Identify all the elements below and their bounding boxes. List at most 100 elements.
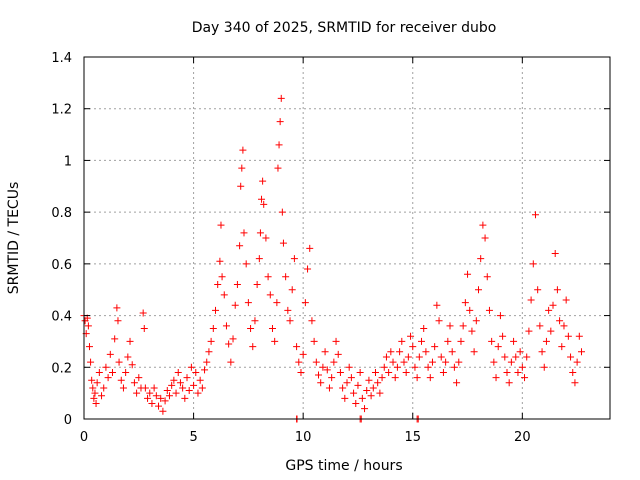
data-point	[328, 374, 336, 382]
data-point	[358, 394, 366, 402]
data-point	[365, 376, 373, 384]
data-point	[262, 234, 270, 242]
data-point	[323, 366, 331, 374]
data-point	[459, 322, 467, 330]
data-point	[347, 374, 355, 382]
data-point	[435, 317, 443, 325]
data-point	[203, 358, 211, 366]
data-point	[507, 358, 515, 366]
data-point	[356, 368, 364, 376]
data-point	[345, 363, 353, 371]
data-point	[501, 353, 509, 361]
data-point	[297, 368, 305, 376]
data-point	[466, 306, 474, 314]
data-point	[529, 260, 537, 268]
data-point	[266, 291, 274, 299]
data-point	[183, 374, 191, 382]
data-point	[516, 348, 524, 356]
data-point	[276, 118, 284, 126]
data-point	[315, 371, 323, 379]
data-point	[238, 164, 246, 172]
data-point	[135, 374, 143, 382]
data-point	[573, 358, 581, 366]
data-point	[165, 392, 173, 400]
data-point	[531, 211, 539, 219]
data-point	[196, 376, 204, 384]
data-point	[343, 379, 351, 387]
data-point	[239, 146, 247, 154]
grid	[84, 57, 610, 419]
data-point	[100, 384, 108, 392]
data-point	[150, 384, 158, 392]
data-point	[163, 387, 171, 395]
data-point	[237, 182, 245, 190]
data-point	[179, 384, 187, 392]
data-point	[483, 273, 491, 281]
data-point	[216, 257, 224, 265]
y-tick-label: 1.2	[51, 103, 72, 118]
data-point	[578, 348, 586, 356]
data-point	[494, 343, 502, 351]
data-point	[341, 394, 349, 402]
data-point	[89, 384, 97, 392]
data-point	[119, 384, 127, 392]
data-point	[240, 229, 248, 237]
data-point	[104, 374, 112, 382]
data-point	[117, 376, 125, 384]
data-points	[80, 94, 586, 423]
data-point	[380, 363, 388, 371]
y-tick-label: 0	[64, 413, 72, 428]
data-point	[317, 379, 325, 387]
data-point	[174, 368, 182, 376]
data-point	[259, 177, 267, 185]
data-point	[194, 389, 202, 397]
data-point	[251, 317, 259, 325]
data-point	[139, 309, 147, 317]
data-point	[505, 379, 513, 387]
data-point	[258, 195, 266, 203]
data-point	[479, 221, 487, 229]
data-point	[424, 363, 432, 371]
data-point	[102, 363, 110, 371]
data-point	[152, 392, 160, 400]
data-point	[332, 337, 340, 345]
x-tick-label: 5	[189, 430, 197, 445]
data-point	[260, 200, 268, 208]
data-point	[564, 332, 572, 340]
data-point	[571, 379, 579, 387]
data-point	[350, 389, 358, 397]
data-point	[290, 255, 298, 263]
y-axis-title: SRMTID / TECUs	[6, 182, 22, 295]
data-point	[536, 322, 544, 330]
y-tick-label: 1.4	[51, 51, 72, 66]
x-tick-label: 20	[514, 430, 531, 445]
data-point	[128, 361, 136, 369]
data-point	[146, 389, 154, 397]
data-point	[481, 234, 489, 242]
data-point	[140, 325, 148, 332]
data-point	[496, 312, 504, 320]
data-point	[371, 368, 379, 376]
data-point	[455, 358, 463, 366]
data-point	[277, 94, 285, 102]
data-point	[485, 306, 493, 314]
plot-frame	[83, 56, 611, 420]
data-point	[549, 301, 557, 309]
data-point	[111, 335, 119, 343]
y-tick-label: 0.6	[51, 258, 72, 273]
data-point	[518, 363, 526, 371]
data-point	[363, 387, 371, 395]
data-point	[545, 306, 553, 314]
data-point	[141, 384, 149, 392]
data-point	[181, 394, 189, 402]
data-point	[492, 374, 500, 382]
data-point	[286, 317, 294, 325]
data-point	[319, 363, 327, 371]
data-point	[279, 239, 287, 247]
data-point	[295, 358, 303, 366]
data-point	[475, 286, 482, 294]
data-point	[108, 368, 116, 376]
data-point	[114, 317, 122, 325]
x-tick-label: 0	[80, 430, 88, 445]
